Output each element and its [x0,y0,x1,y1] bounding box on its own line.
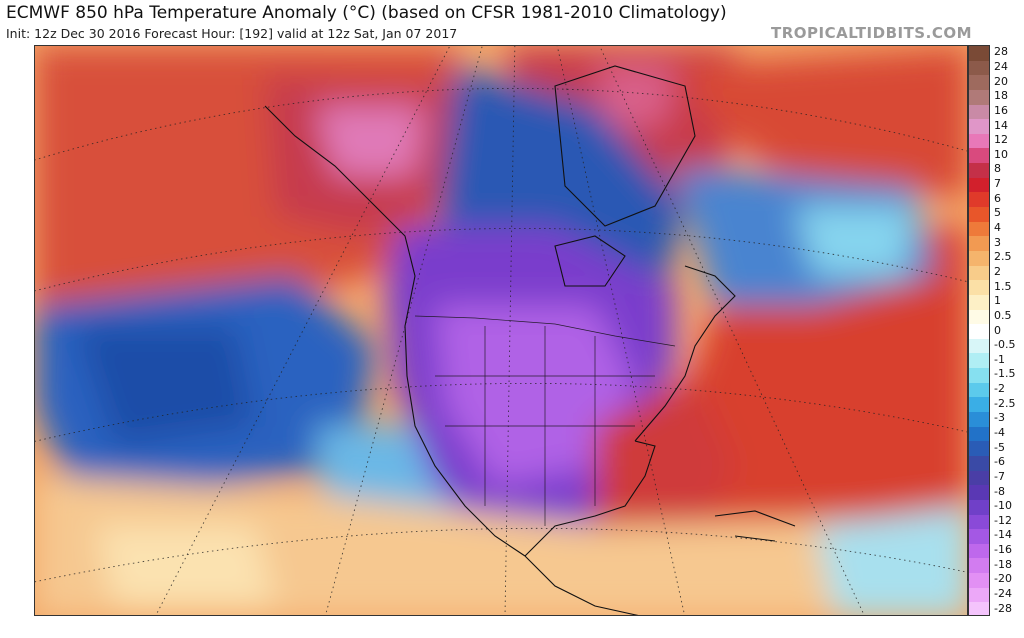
colorbar-label: -16 [994,543,1012,557]
colorbar-label: 1 [994,294,1001,308]
colorbar-label: -6 [994,455,1005,469]
colorbar-swatch [969,163,989,178]
map-canvas [35,46,967,615]
coastlines [264,65,796,615]
state-borders [414,315,676,526]
colorbar-swatch [969,353,989,369]
brand-watermark: TROPICALTIDBITS.COM [771,24,972,42]
colorbar-swatch [969,573,989,588]
colorbar-swatch [969,89,989,105]
colorbar-label: -1 [994,352,1005,366]
colorbar-swatch [969,265,989,281]
colorbar-label: -2.5 [994,396,1016,410]
colorbar-swatch [969,221,989,237]
colorbar-swatch [969,133,989,149]
colorbar-swatch [969,60,989,76]
anomaly-colorbar [968,45,990,616]
colorbar-label: 24 [994,59,1008,73]
colorbar-label: 2 [994,264,1001,278]
colorbar-swatch [969,207,989,222]
colorbar-label: 4 [994,221,1001,234]
colorbar-swatch [969,558,989,574]
temperature-anomaly-map [34,45,968,616]
colorbar-swatch [969,338,989,354]
colorbar-swatch [969,368,989,383]
colorbar-swatch [969,192,989,208]
colorbar-swatch [969,236,989,251]
colorbar-swatch [969,412,989,427]
colorbar-label: 16 [994,103,1008,117]
colorbar-swatch [969,46,989,61]
colorbar-label: -3 [994,411,1005,425]
map-title: ECMWF 850 hPa Temperature Anomaly (°C) (… [6,3,727,23]
colorbar-swatch [969,104,989,120]
colorbar-swatch [969,470,989,486]
colorbar-swatch [969,441,989,456]
colorbar-label: 14 [994,118,1008,132]
colorbar-label: -0.5 [994,338,1016,352]
colorbar-swatch [969,119,989,134]
colorbar-label: 5 [994,206,1001,220]
colorbar-label: -5 [994,440,1005,454]
colorbar-label: -28 [994,601,1012,615]
colorbar-swatch [969,602,989,615]
colorbar-swatch [969,324,989,339]
colorbar-label: 12 [994,133,1008,147]
colorbar-swatch [969,382,989,398]
colorbar-swatch [969,75,989,90]
colorbar-swatch [969,514,989,530]
colorbar-label: 28 [994,45,1008,59]
colorbar-label: 18 [994,89,1008,103]
colorbar-labels: 28 24 20 18 16 14 12 10 8 7 6 5 4 3 2.5 2 1.5 1 0.5 0 -0.5 -1… [992,45,1024,616]
colorbar-swatch [969,543,989,559]
colorbar-label: 0 [994,323,1001,337]
colorbar-swatch [969,587,989,603]
colorbar-label: 20 [994,74,1008,88]
colorbar-label: -12 [994,513,1012,527]
colorbar-swatch [969,294,989,310]
colorbar-swatch [969,397,989,413]
colorbar-swatch [969,148,989,164]
colorbar-label: -4 [994,425,1005,439]
colorbar-label: 1.5 [994,279,1012,293]
colorbar-label: -24 [994,587,1012,601]
colorbar-swatch [969,529,989,544]
colorbar-label: -10 [994,499,1012,513]
colorbar-label: 0.5 [994,308,1012,322]
colorbar-swatch [969,426,989,442]
colorbar-label: -20 [994,572,1012,586]
colorbar-label: -14 [994,528,1012,542]
colorbar-label: -1.5 [994,367,1016,381]
colorbar-label: -18 [994,557,1012,571]
colorbar-swatch [969,485,989,500]
colorbar-label: -7 [994,469,1005,483]
colorbar-swatch [969,309,989,325]
map-subtitle: Init: 12z Dec 30 2016 Forecast Hour: [19… [6,26,458,41]
colorbar-swatch [969,499,989,515]
colorbar-label: -8 [994,484,1005,498]
colorbar-swatch [969,455,989,471]
anomaly-fields [35,46,967,615]
colorbar-swatch [969,280,989,295]
colorbar-label: 8 [994,162,1001,176]
colorbar-swatch [969,250,989,266]
colorbar-label: 6 [994,191,1001,205]
colorbar-label: 2.5 [994,250,1012,264]
colorbar-swatch [969,177,989,193]
colorbar-label: 7 [994,177,1001,191]
colorbar-label: 10 [994,147,1008,161]
colorbar-label: -2 [994,382,1005,396]
colorbar-label: 3 [994,235,1001,249]
